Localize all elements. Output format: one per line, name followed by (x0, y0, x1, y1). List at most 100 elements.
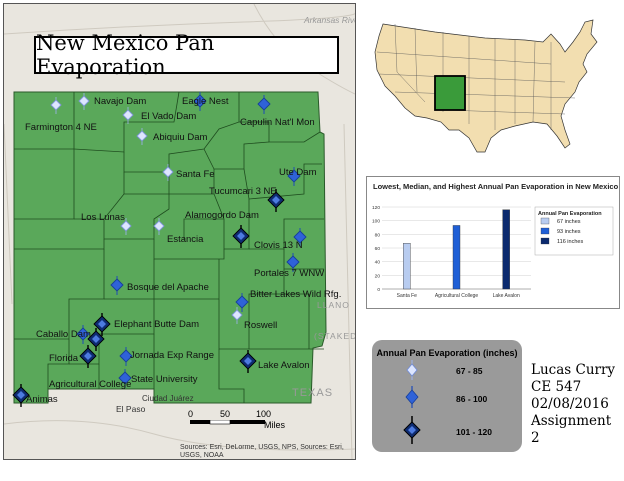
label-state-university: State University (131, 374, 198, 385)
scale-bar-graphic (190, 420, 265, 425)
label-el-vado-dam: El Vado Dam (141, 111, 197, 122)
station-markers (12, 92, 307, 407)
scale-tick-100: 100 (256, 409, 272, 419)
chart-bar (403, 243, 411, 290)
new-mexico-state (13, 91, 327, 404)
station-marker-animas[interactable] (12, 384, 30, 407)
chart-category-label: Santa Fe (397, 293, 418, 299)
scale-bar: 0 50 100 Miles (184, 409, 354, 437)
station-marker-capulin-nat-l-mon[interactable] (257, 95, 271, 114)
label-portales-7wnw: Portales 7 WNW (254, 268, 325, 279)
new-mexico-highlight (434, 75, 466, 111)
el-paso-label: El Paso (116, 404, 146, 414)
texas-label: TEXAS (292, 387, 334, 399)
scale-tick-0: 0 (188, 409, 194, 419)
legend-label-mid: 86 - 100 (456, 394, 488, 404)
chart-legend-swatch (540, 227, 550, 235)
label-roswell: Roswell (244, 320, 278, 331)
river-label: Arkansas River (304, 15, 356, 25)
chart-bar (452, 225, 461, 290)
chart-title: Lowest, Median, and Highest Annual Pan E… (373, 182, 619, 191)
legend-title: Annual Pan Evaporation (inches) (376, 348, 518, 358)
label-animas: Animas (26, 394, 58, 405)
label-clovis-13n: Clovis 13 N (254, 240, 303, 251)
station-marker-alamogordo-dam[interactable] (232, 225, 250, 248)
station-marker-lake-avalon[interactable] (239, 350, 257, 373)
station-marker-florida[interactable] (79, 345, 97, 368)
chart-bar (502, 209, 510, 290)
county-boundaries (14, 91, 324, 403)
station-marker-eagle-nest[interactable] (193, 92, 207, 111)
author-info: Lucas Curry CE 547 02/08/2016 Assignment… (531, 362, 624, 447)
map-title: New Mexico Pan Evaporation (34, 31, 339, 79)
station-marker-agricultural-college[interactable] (76, 325, 90, 344)
scale-unit: Miles (264, 420, 286, 430)
legend-symbols (403, 360, 421, 444)
station-marker-el-vado-dam[interactable] (122, 107, 134, 124)
chart-category-label: Agricultural College (435, 293, 479, 299)
station-marker-caballo-dam[interactable] (87, 328, 105, 351)
station-marker-ute-dam[interactable] (287, 167, 301, 186)
legend-symbol-high (403, 416, 421, 444)
label-caballo-dam: Caballo Dam (36, 329, 91, 340)
station-marker-farmington-4-ne[interactable] (50, 97, 62, 114)
legend-label-high: 101 - 120 (456, 427, 492, 437)
label-bosque-del-apache: Bosque del Apache (127, 282, 209, 293)
chart-legend-title: Annual Pan Evaporation (538, 211, 602, 217)
legend-panel: Annual Pan Evaporation (inches) 67 - 85 … (372, 340, 522, 452)
assignment: Assignment 2 (531, 413, 612, 446)
label-farmington-4ne: Farmington 4 NE (25, 122, 97, 133)
basemap-roads (4, 4, 355, 459)
chart-legend-entry: 93 inches (557, 229, 581, 235)
station-marker-tucumcari-3-ne[interactable] (267, 189, 285, 212)
chart-ytick-label: 0 (377, 287, 380, 293)
station-marker-abiquiu-dam[interactable] (136, 128, 148, 145)
label-los-lunas: Los Lunas (81, 212, 125, 223)
author-name: Lucas Curry (531, 362, 616, 378)
chart-ytick-label: 120 (372, 205, 380, 211)
course: CE 547 (531, 379, 582, 395)
chart-plot: 0 20 40 60 80 100 120 Santa Fe Agricultural Coll… (372, 205, 614, 299)
label-santa-fe: Santa Fe (176, 169, 215, 180)
map-frame[interactable]: New Mexico Pan Evaporation Arkansas Rive… (3, 3, 356, 460)
label-alamogordo-dam: Alamogordo Dam (185, 210, 259, 221)
label-ute-dam: Ute Dam (279, 167, 317, 178)
station-marker-portales-7-wnw[interactable] (286, 253, 300, 272)
new-mexico-map (4, 4, 355, 459)
station-marker-state-university[interactable] (118, 369, 132, 388)
chart-ytick-label: 40 (375, 260, 381, 266)
station-marker-elephant-butte-dam[interactable] (93, 313, 111, 336)
label-florida: Florida (49, 353, 79, 364)
station-marker-roswell[interactable] (231, 307, 243, 324)
llano-label: LLANO (317, 300, 350, 310)
map-sources: Sources: Esri, DeLorme, USGS, NPS, Sourc… (180, 444, 344, 459)
chart-legend-entry: 116 inches (557, 239, 583, 245)
us-state-lines (376, 23, 576, 130)
station-marker-estancia[interactable] (153, 218, 165, 235)
station-marker-bitter-lakes-wild-rfg-[interactable] (235, 293, 249, 312)
station-marker-navajo-dam[interactable] (78, 93, 90, 110)
station-marker-los-lunas[interactable] (120, 218, 132, 235)
station-marker-santa-fe[interactable] (162, 164, 174, 181)
label-eagle-nest: Eagle Nest (182, 96, 229, 107)
staked-plains-label: (STAKED P (314, 331, 356, 341)
station-marker-bosque-del-apache[interactable] (110, 276, 124, 295)
label-tucumcari-3ne: Tucumcari 3 NE (209, 186, 277, 197)
evaporation-chart: Lowest, Median, and Highest Annual Pan E… (366, 176, 620, 309)
station-marker-clovis-13-n[interactable] (293, 228, 307, 247)
legend-symbol-mid (405, 386, 419, 408)
station-marker-jornada-exp-range[interactable] (119, 347, 133, 366)
us-locator-map (374, 19, 598, 153)
chart-ytick-label: 80 (375, 232, 381, 238)
chart-ytick-label: 60 (375, 246, 381, 252)
label-capulin-natl-mon: Capulin Nat'l Mon (240, 117, 315, 128)
label-navajo-dam: Navajo Dam (94, 96, 147, 107)
chart-ytick-label: 20 (375, 273, 381, 279)
us-outline (374, 19, 598, 153)
label-abiquiu-dam: Abiquiu Dam (153, 132, 208, 143)
chart-legend-swatch (540, 217, 550, 225)
label-elephant-butte-dam: Elephant Butte Dam (114, 319, 200, 330)
chart-category-label: Lake Avalon (493, 293, 520, 299)
label-estancia: Estancia (167, 234, 204, 245)
label-lake-avalon: Lake Avalon (258, 360, 310, 371)
